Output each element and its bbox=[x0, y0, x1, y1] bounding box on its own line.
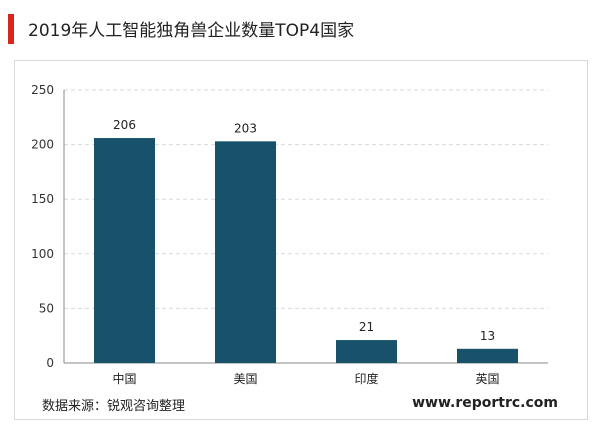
bars bbox=[94, 138, 518, 363]
data-label: 13 bbox=[480, 329, 495, 343]
bar bbox=[94, 138, 155, 363]
y-tick-label: 250 bbox=[31, 83, 54, 97]
y-tick-label: 200 bbox=[31, 138, 54, 152]
y-tick-label: 50 bbox=[39, 301, 54, 315]
x-tick-label: 美国 bbox=[233, 372, 257, 386]
x-tick-label: 英国 bbox=[475, 372, 499, 386]
bar bbox=[457, 348, 518, 363]
data-label: 206 bbox=[113, 118, 136, 132]
chart-border bbox=[14, 60, 588, 420]
data-source-note: 数据来源：锐观咨询整理 bbox=[42, 399, 186, 414]
title-accent-bar bbox=[8, 14, 14, 44]
chart-title: 2019年人工智能独角兽企业数量TOP4国家 bbox=[28, 21, 355, 41]
data-label: 203 bbox=[234, 121, 257, 135]
labels: 0 50 100 150 200 250 206 中国 203 美国 21 印度 13 英国 bbox=[31, 83, 499, 386]
website-url: www.reportrc.com bbox=[412, 395, 558, 411]
data-label: 21 bbox=[359, 320, 374, 334]
x-tick-label: 印度 bbox=[354, 371, 378, 386]
y-tick-label: 100 bbox=[31, 247, 54, 261]
bar bbox=[215, 141, 276, 363]
y-tick-label: 0 bbox=[46, 356, 54, 370]
x-tick-label: 中国 bbox=[112, 371, 136, 386]
y-tick-label: 150 bbox=[31, 192, 54, 206]
bar bbox=[336, 340, 397, 363]
